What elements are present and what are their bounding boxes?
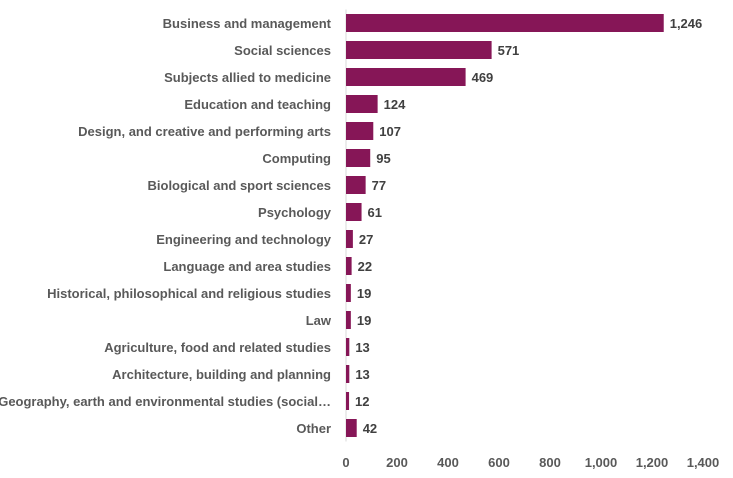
bar	[346, 392, 350, 410]
category-label: Engineering and technology	[156, 232, 332, 247]
data-label: 19	[357, 313, 371, 328]
data-label: 469	[472, 70, 494, 85]
data-label: 61	[368, 205, 382, 220]
bar	[346, 149, 371, 167]
bars-group	[346, 14, 664, 437]
bar	[346, 419, 357, 437]
x-tick-label: 1,400	[687, 455, 720, 470]
category-label: Design, and creative and performing arts	[78, 124, 331, 139]
data-label: 12	[355, 394, 369, 409]
category-label: Subjects allied to medicine	[164, 70, 331, 85]
bar	[346, 122, 374, 140]
data-label: 22	[358, 259, 372, 274]
category-label: Other	[296, 421, 331, 436]
category-labels-group: Business and management Social sciences Su…	[0, 16, 332, 436]
data-label: 42	[363, 421, 377, 436]
category-label: Social sciences	[234, 43, 331, 58]
x-tick-label: 200	[386, 455, 408, 470]
x-tick-label: 400	[437, 455, 459, 470]
category-label: Language and area studies	[163, 259, 331, 274]
data-label: 571	[498, 43, 520, 58]
bar	[346, 68, 466, 86]
data-label: 19	[357, 286, 371, 301]
category-label: Education and teaching	[184, 97, 331, 112]
bar	[346, 41, 492, 59]
x-tick-labels-group: 0 200 400 600 800 1,000 1,200 1,400	[342, 455, 719, 470]
category-label: Geography, earth and environmental studi…	[0, 394, 331, 409]
bar	[346, 257, 352, 275]
category-label: Psychology	[258, 205, 332, 220]
category-label: Historical, philosophical and religious …	[47, 286, 331, 301]
bar	[346, 284, 351, 302]
bar	[346, 14, 664, 32]
x-tick-label: 0	[342, 455, 349, 470]
bar	[346, 230, 353, 248]
x-tick-label: 600	[488, 455, 510, 470]
bar	[346, 311, 351, 329]
data-label: 95	[376, 151, 390, 166]
bar	[346, 203, 362, 221]
data-label: 13	[355, 367, 369, 382]
data-label: 107	[379, 124, 401, 139]
category-label: Computing	[262, 151, 331, 166]
data-label: 27	[359, 232, 373, 247]
bar	[346, 365, 350, 383]
category-label: Architecture, building and planning	[112, 367, 331, 382]
bar	[346, 338, 350, 356]
data-label: 13	[355, 340, 369, 355]
category-label: Business and management	[163, 16, 332, 31]
category-label: Law	[306, 313, 332, 328]
x-tick-label: 800	[539, 455, 561, 470]
data-label: 124	[384, 97, 406, 112]
bar	[346, 95, 378, 113]
data-label: 77	[372, 178, 386, 193]
x-tick-label: 1,200	[636, 455, 669, 470]
bar	[346, 176, 366, 194]
category-label: Biological and sport sciences	[148, 178, 332, 193]
x-tick-label: 1,000	[585, 455, 618, 470]
data-label: 1,246	[670, 16, 703, 31]
category-label: Agriculture, food and related studies	[104, 340, 331, 355]
value-labels-group: 1,246 571 469 124 107 95 77 61 27 22 19 19 13 13 12 42	[355, 16, 702, 436]
